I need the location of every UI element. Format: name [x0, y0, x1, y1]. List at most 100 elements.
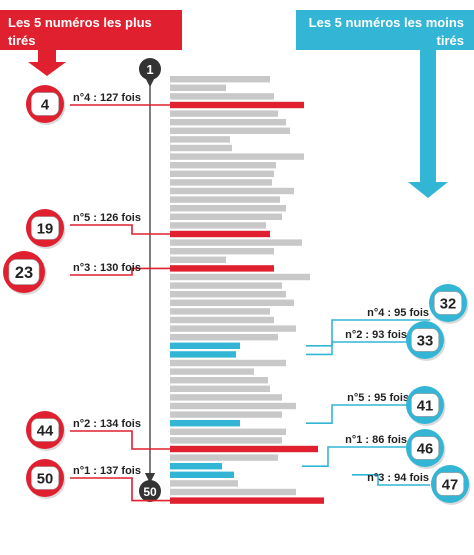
bar-number-12	[170, 170, 274, 177]
bar-number-15	[170, 196, 280, 203]
ball-44-face-outline	[31, 418, 59, 442]
bar-number-22	[170, 256, 226, 263]
bar-number-18	[170, 222, 266, 229]
bar-number-19	[170, 230, 270, 238]
bar-number-9	[170, 144, 232, 152]
bar-number-39	[170, 402, 296, 410]
ball-4-face-outline	[31, 92, 59, 116]
bar-number-35	[170, 368, 254, 375]
ball-23: 23	[3, 251, 47, 295]
bar-number-37	[170, 385, 270, 392]
ball-23-number: 23	[15, 264, 33, 282]
bar-number-1	[170, 76, 270, 83]
bar-number-11	[170, 162, 276, 169]
ball-19-number: 19	[37, 221, 53, 237]
bar-number-47	[170, 471, 234, 478]
ball-4-number: 4	[41, 97, 50, 113]
ball-19-face-outline	[31, 216, 59, 240]
ball-47-number: 47	[442, 477, 458, 493]
ball-33: 33	[406, 321, 446, 361]
annotation-number-50-label: n°1 : 137 fois	[73, 465, 141, 477]
axis-start-badge	[139, 58, 161, 80]
bar-number-20	[170, 239, 302, 246]
ball-50-face-outline	[31, 466, 59, 490]
bar-number-14	[170, 187, 294, 195]
annotation-number-33-label: n°2 : 93 fois	[345, 329, 407, 341]
ball-32-number: 32	[440, 296, 456, 312]
bar-number-23	[170, 265, 274, 272]
bar-number-32	[170, 342, 240, 349]
most-drawn-banner: Les 5 numéros les plus tirés	[0, 10, 182, 50]
annotation-number-32-label: n°4 : 95 fois	[367, 307, 429, 319]
ball-33-face-outline	[411, 328, 439, 352]
ball-44: 44	[26, 411, 66, 451]
ball-32-face	[434, 291, 462, 315]
axis-end-label: 50	[143, 485, 157, 499]
ball-46-face-outline	[411, 436, 439, 460]
ball-47-face-outline	[436, 472, 464, 496]
ball-44-face	[31, 418, 59, 442]
bar-number-30	[170, 325, 296, 332]
least-drawn-banner: Les 5 numéros les moins tirés	[296, 10, 474, 50]
annotation-number-50-leader	[70, 477, 172, 502]
ball-46: 46	[406, 429, 446, 469]
ball-41-face	[411, 393, 439, 417]
ball-19: 19	[26, 209, 66, 249]
ball-32-face-outline	[434, 291, 462, 315]
ball-4: 4	[26, 85, 66, 125]
ball-41-number: 41	[417, 398, 433, 414]
annotation-number-41-leader	[306, 404, 410, 425]
axis-start-label: 1	[146, 62, 153, 77]
ball-46-face	[411, 436, 439, 460]
bar-number-48	[170, 480, 238, 487]
least-drawn-arrow-icon	[408, 50, 448, 198]
bar-number-17	[170, 213, 282, 220]
bar-number-46	[170, 463, 222, 470]
ball-41: 41	[406, 386, 446, 426]
ball-50-face	[31, 466, 59, 490]
ball-32: 32	[429, 284, 469, 324]
ball-46-number: 46	[417, 441, 433, 457]
bar-number-27	[170, 299, 294, 306]
ball-19-face	[31, 216, 59, 240]
annotation-number-47-label: n°3 : 94 fois	[367, 472, 429, 484]
annotation-number-23-label: n°3 : 130 fois	[73, 262, 141, 274]
ball-33-number: 33	[417, 333, 433, 349]
bar-number-26	[170, 291, 286, 298]
bar-number-36	[170, 377, 268, 384]
annotation-number-44-leader	[70, 430, 172, 450]
ball-4-face	[31, 92, 59, 116]
annotation-number-4-label: n°4 : 127 fois	[73, 92, 141, 104]
ball-44-number: 44	[37, 423, 54, 439]
axis-end-badge	[139, 480, 161, 502]
ball-47-face	[436, 472, 464, 496]
bar-number-45	[170, 454, 278, 461]
ball-47: 47	[431, 465, 471, 505]
annotation-number-41-label: n°5 : 95 fois	[347, 392, 409, 404]
ball-50: 50	[26, 459, 66, 499]
annotation-number-33-leader	[306, 341, 408, 356]
ball-23-face-outline	[8, 259, 40, 285]
bar-number-28	[170, 308, 270, 315]
bar-number-41	[170, 420, 240, 427]
bar-number-40	[170, 411, 282, 418]
bar-number-31	[170, 334, 278, 341]
bar-number-2	[170, 84, 226, 91]
ball-23-face	[8, 259, 40, 285]
annotation-number-19-leader	[70, 224, 172, 235]
bar-number-42	[170, 428, 286, 435]
bar-number-24	[170, 273, 310, 281]
annotation-number-47-leader	[352, 473, 430, 486]
bar-number-44	[170, 445, 318, 453]
bar-number-43	[170, 437, 282, 444]
bar-number-34	[170, 359, 286, 367]
bar-number-38	[170, 394, 282, 401]
most-drawn-arrow-icon	[28, 50, 66, 76]
ball-41-face-outline	[411, 393, 439, 417]
bar-number-50	[170, 497, 324, 504]
bar-number-5	[170, 110, 278, 117]
bar-number-4	[170, 101, 304, 109]
annotation-number-23-leader	[70, 267, 172, 276]
annotation-number-19-label: n°5 : 126 fois	[73, 212, 141, 224]
